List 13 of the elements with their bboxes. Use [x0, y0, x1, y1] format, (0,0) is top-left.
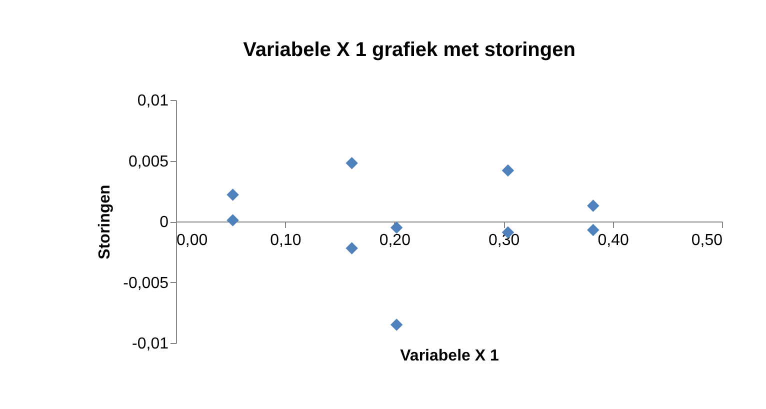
- y-tick-label: 0: [160, 214, 169, 231]
- y-tick-label: 0,005: [128, 153, 169, 170]
- x-tick-label: 0,20: [379, 232, 411, 249]
- x-axis-title: Variabele X 1: [400, 348, 499, 364]
- x-tick-label: 0,50: [691, 232, 723, 249]
- x-tick-label: 0,00: [176, 232, 208, 249]
- x-tick-label: 0,10: [270, 232, 302, 249]
- y-tick-label: -0,005: [123, 274, 169, 292]
- chart-title: Variabele X 1 grafiek met storingen: [243, 39, 576, 61]
- y-axis-title: Storingen: [96, 184, 114, 260]
- y-tick-label: 0,01: [137, 92, 169, 110]
- y-tick-label: -0,01: [132, 336, 169, 352]
- x-tick-label: 0,40: [598, 232, 629, 249]
